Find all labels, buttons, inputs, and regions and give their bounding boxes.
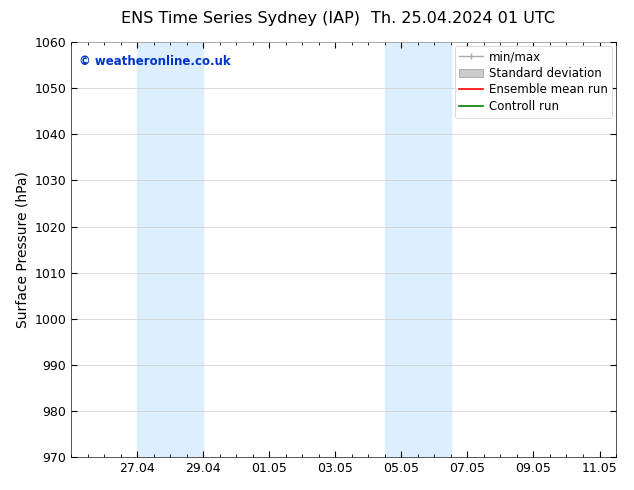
Legend: min/max, Standard deviation, Ensemble mean run, Controll run: min/max, Standard deviation, Ensemble me… [455,46,612,118]
Bar [138,42,204,457]
Bar [385,42,451,457]
Text: Th. 25.04.2024 01 UTC: Th. 25.04.2024 01 UTC [371,11,555,26]
Text: © weatheronline.co.uk: © weatheronline.co.uk [79,54,231,68]
Y-axis label: Surface Pressure (hPa): Surface Pressure (hPa) [15,171,29,328]
Text: ENS Time Series Sydney (IAP): ENS Time Series Sydney (IAP) [122,11,360,26]
